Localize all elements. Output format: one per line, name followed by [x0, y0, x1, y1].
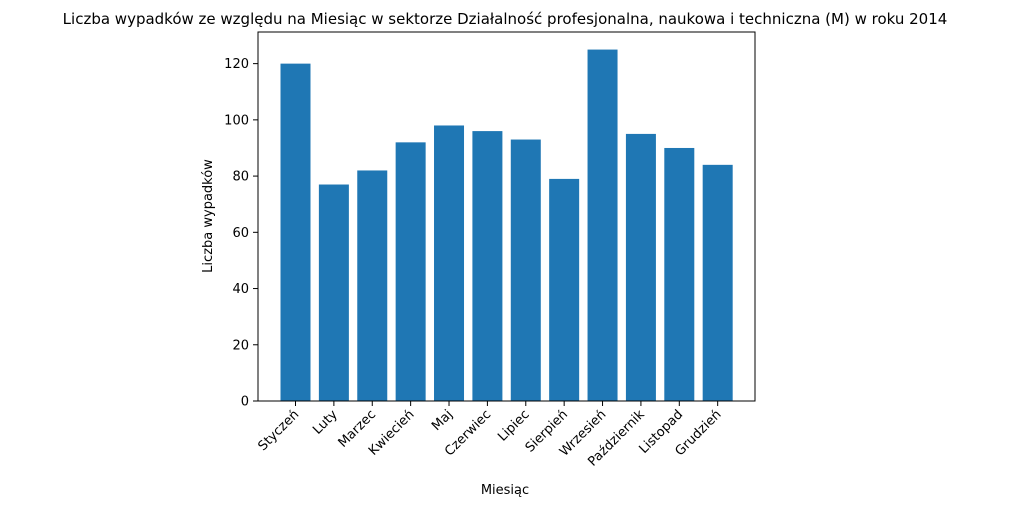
bar-3	[395, 142, 426, 401]
chart-title: Liczba wypadków ze względu na Miesiąc w …	[63, 10, 948, 28]
bar-0	[280, 63, 311, 401]
y-axis-ticks: 0 20 40 60 80 100 120	[224, 57, 258, 410]
y-tick-label-5: 100	[224, 113, 249, 128]
x-tick-label-6: Lipiec	[495, 407, 532, 444]
x-tick-label-1: Luty	[310, 407, 341, 438]
x-axis-label: Miesiąc	[481, 483, 529, 498]
x-tick-label-0: Styczeń	[255, 407, 302, 454]
x-tick-label-4: Maj	[429, 407, 456, 434]
y-tick-label-2: 40	[232, 282, 249, 297]
y-tick-label-6: 120	[224, 57, 249, 72]
bar-4	[434, 125, 465, 401]
plot-frame	[257, 31, 756, 402]
y-tick-label-1: 20	[232, 338, 249, 353]
y-tick-label-0: 0	[241, 395, 249, 410]
bar-6	[510, 139, 541, 402]
bar-5	[472, 131, 503, 401]
bar-1	[318, 184, 349, 401]
bar-7	[549, 178, 580, 401]
y-tick-label-3: 60	[232, 226, 249, 241]
bar-10	[664, 147, 695, 401]
bar-9	[625, 133, 656, 401]
bars-group	[280, 49, 733, 402]
y-tick-label-4: 80	[232, 170, 249, 185]
bar-11	[702, 164, 733, 401]
bar-2	[357, 170, 388, 401]
bar-8	[587, 49, 618, 401]
y-axis-label: Liczba wypadków	[201, 159, 216, 273]
